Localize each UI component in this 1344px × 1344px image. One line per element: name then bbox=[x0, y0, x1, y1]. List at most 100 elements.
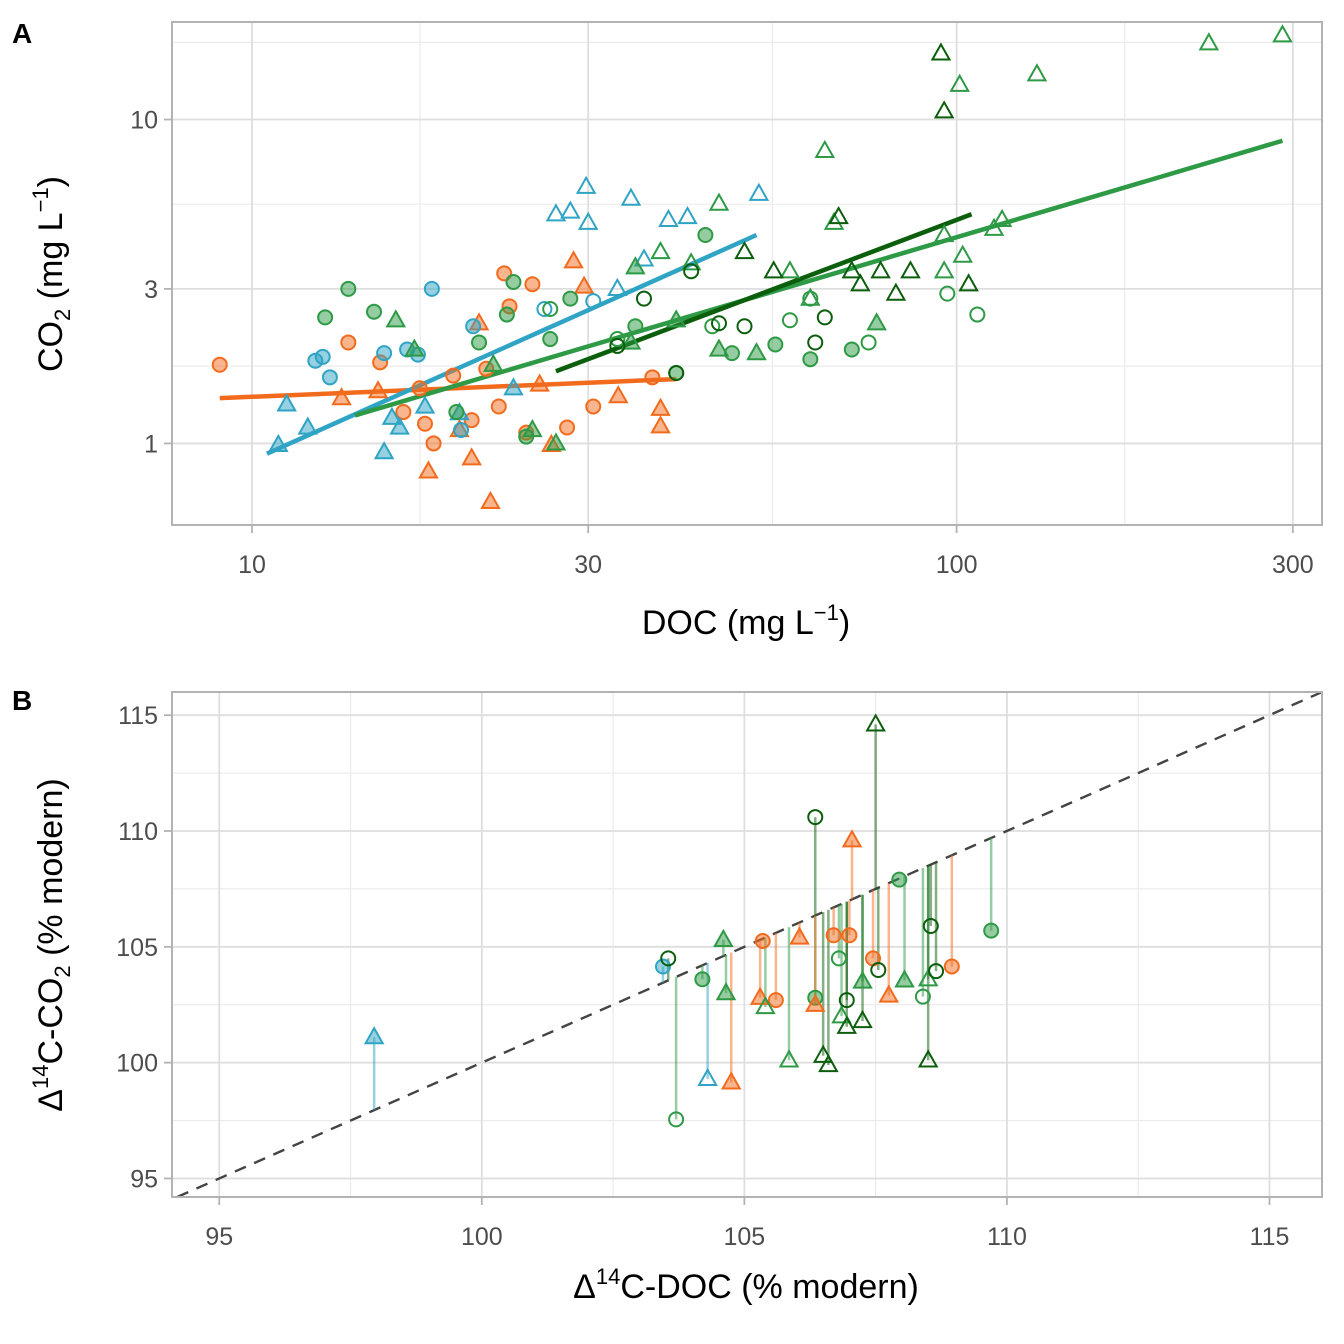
trend-line-darkgreen bbox=[555, 212, 973, 374]
data-point-green-circle-open bbox=[860, 334, 877, 351]
data-point-darkgreen-triangle-open bbox=[850, 273, 871, 292]
data-point-darkgreen-triangle-open bbox=[958, 273, 979, 292]
data-point-darkgreen-triangle-open bbox=[917, 1049, 939, 1068]
data-point-green-circle-open bbox=[939, 285, 956, 302]
data-point-darkgreen-circle-open bbox=[660, 950, 677, 967]
data-point-green-triangle-open bbox=[933, 260, 955, 279]
x-tick-label: 100 bbox=[461, 1223, 503, 1251]
data-point-blue-triangle-filled bbox=[414, 395, 436, 414]
data-point-blue-triangle-open bbox=[607, 277, 628, 297]
data-point-green-circle-filled bbox=[983, 922, 1000, 939]
data-point-green-circle-filled bbox=[471, 334, 488, 351]
panel-a-points bbox=[211, 24, 1293, 510]
data-point-blue-triangle-filled bbox=[503, 377, 524, 396]
data-point-blue-circle-filled bbox=[314, 348, 331, 365]
data-point-orange-circle-filled bbox=[395, 404, 412, 421]
y-tick-label: 10 bbox=[130, 107, 158, 135]
panel-a-label: A bbox=[12, 18, 32, 49]
panel-a-y-axis-title: CO2 (mg L−1) bbox=[28, 176, 75, 372]
data-point-green-triangle-filled bbox=[404, 338, 425, 357]
data-point-green-triangle-open bbox=[831, 1005, 852, 1024]
data-point-green-triangle-open bbox=[814, 139, 836, 159]
data-point-green-circle-filled bbox=[562, 290, 579, 307]
data-point-darkgreen-circle-open bbox=[609, 337, 626, 354]
data-point-green-triangle-open bbox=[708, 192, 730, 211]
data-point-blue-triangle-filled bbox=[297, 416, 319, 435]
y-tick-label: 1 bbox=[144, 430, 158, 458]
data-point-orange-triangle-filled bbox=[418, 460, 439, 479]
data-point-orange-circle-filled bbox=[490, 398, 507, 415]
data-point-blue-circle-filled bbox=[654, 958, 671, 975]
panel-a-x-axis-title: DOC (mg L−1) bbox=[642, 600, 850, 642]
data-point-blue-triangle-filled bbox=[363, 1026, 385, 1045]
data-point-darkgreen-triangle-open bbox=[930, 42, 952, 61]
data-point-blue-triangle-open bbox=[577, 211, 599, 230]
data-point-blue-circle-filled bbox=[453, 422, 470, 439]
panel-b-reference-line bbox=[176, 690, 1323, 1199]
panel-a-gridlines bbox=[172, 22, 1322, 525]
data-point-green-circle-filled bbox=[542, 331, 559, 348]
y-tick-label: 105 bbox=[116, 934, 158, 962]
data-point-blue-triangle-open bbox=[697, 1067, 718, 1086]
data-point-orange-triangle-filled bbox=[650, 397, 671, 416]
data-point-green-circle-filled bbox=[694, 971, 711, 988]
y-tick-label: 3 bbox=[144, 276, 158, 304]
data-point-green-triangle-filled bbox=[483, 353, 504, 372]
data-point-orange-circle-filled bbox=[524, 276, 541, 293]
data-point-green-triangle-open bbox=[779, 260, 801, 279]
data-point-green-circle-filled bbox=[317, 309, 334, 326]
panel-a: A 10 30 100 300 1 3 10 DOC (mg L−1) CO2 (mg L… bbox=[12, 18, 1323, 642]
data-point-orange-circle-filled bbox=[943, 958, 960, 975]
data-point-orange-circle-filled bbox=[411, 380, 428, 397]
data-point-green-circle-filled bbox=[891, 871, 908, 888]
panel-a-y-axis: 1 3 10 bbox=[130, 107, 172, 458]
data-point-orange-circle-filled bbox=[445, 367, 462, 384]
data-point-green-circle-filled bbox=[498, 306, 515, 323]
data-point-blue-circle-open bbox=[536, 301, 553, 318]
data-point-green-triangle-filled bbox=[866, 312, 887, 331]
data-point-green-triangle-filled bbox=[545, 432, 567, 451]
x-tick-label: 115 bbox=[1250, 1223, 1290, 1251]
data-point-green-circle-filled bbox=[366, 303, 383, 320]
data-point-blue-triangle-open bbox=[575, 175, 597, 194]
data-point-green-triangle-filled bbox=[522, 418, 543, 438]
data-point-blue-triangle-open bbox=[560, 200, 581, 219]
data-point-green-triangle-filled bbox=[620, 331, 642, 350]
data-point-darkgreen-circle-open bbox=[816, 309, 833, 326]
x-tick-label: 300 bbox=[1272, 551, 1314, 579]
data-point-blue-circle-filled bbox=[321, 369, 338, 386]
panel-b-y-axis: 95 100 105 110 115 bbox=[116, 702, 172, 1193]
data-point-green-triangle-open bbox=[755, 996, 776, 1015]
data-point-blue-triangle-open bbox=[677, 205, 698, 225]
data-point-green-circle-filled bbox=[843, 341, 860, 358]
data-point-blue-triangle-open bbox=[620, 187, 642, 206]
data-point-blue-triangle-filled bbox=[276, 393, 297, 412]
data-point-green-triangle-filled bbox=[625, 256, 646, 275]
data-point-green-circle-open bbox=[969, 306, 986, 323]
panel-b-y-axis-title: Δ14C-CO2 (% modern) bbox=[28, 778, 75, 1111]
data-point-orange-circle-filled bbox=[340, 334, 357, 351]
data-point-blue-circle-filled bbox=[423, 280, 440, 297]
x-tick-label: 105 bbox=[724, 1223, 766, 1251]
data-point-orange-circle-filled bbox=[644, 369, 661, 386]
data-point-green-triangle-filled bbox=[385, 309, 407, 328]
data-point-green-triangle-open bbox=[933, 223, 955, 243]
y-tick-label: 100 bbox=[116, 1050, 158, 1078]
data-point-green-circle-filled bbox=[697, 227, 714, 244]
data-point-green-triangle-open bbox=[952, 244, 973, 263]
data-point-green-triangle-filled bbox=[665, 309, 687, 328]
data-point-green-circle-filled bbox=[448, 404, 465, 421]
trend-line-blue bbox=[265, 232, 758, 456]
data-point-darkgreen-circle-open bbox=[922, 917, 939, 934]
data-point-green-triangle-filled bbox=[713, 928, 734, 947]
data-point-green-triangle-open bbox=[1272, 24, 1293, 43]
data-point-darkgreen-triangle-open bbox=[870, 260, 891, 279]
x-tick-label: 110 bbox=[987, 1223, 1027, 1251]
data-point-darkgreen-circle-open bbox=[838, 992, 855, 1009]
data-point-blue-triangle-filled bbox=[389, 416, 410, 435]
data-point-darkgreen-circle-open bbox=[710, 315, 727, 332]
data-point-blue-circle-open bbox=[585, 293, 602, 310]
panel-b-gridlines bbox=[172, 692, 1322, 1197]
data-point-orange-circle-filled bbox=[585, 398, 602, 415]
panel-b-offset-segments bbox=[372, 724, 993, 1120]
